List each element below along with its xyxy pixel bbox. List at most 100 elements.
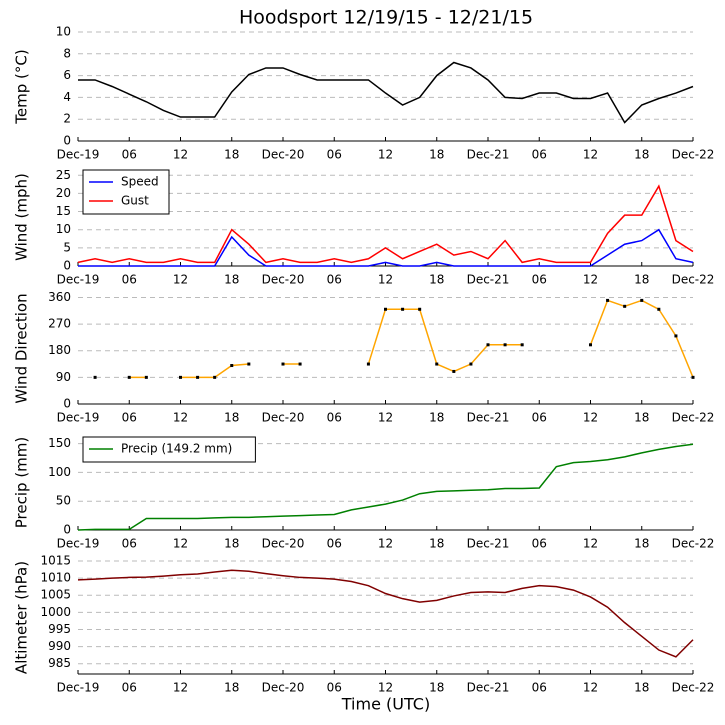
y-axis-label: Precip (mm) <box>13 437 31 528</box>
x-tick-label: 06 <box>532 411 547 425</box>
x-tick-label: 12 <box>583 148 598 162</box>
legend-label: Gust <box>121 194 149 208</box>
x-tick-label: 12 <box>173 411 188 425</box>
x-tick-label: Dec-20 <box>262 273 305 287</box>
x-tick-label: Dec-19 <box>57 411 100 425</box>
data-point <box>230 364 234 368</box>
y-tick-label: 50 <box>56 494 71 508</box>
x-tick-label: 18 <box>224 148 239 162</box>
data-point <box>418 307 422 311</box>
data-point <box>281 362 285 366</box>
y-tick-label: 8 <box>63 46 71 60</box>
x-tick-label: Dec-20 <box>262 411 305 425</box>
y-tick-label: 0 <box>63 397 71 411</box>
y-tick-label: 180 <box>48 343 71 357</box>
y-tick-label: 2 <box>63 112 71 126</box>
x-tick-label: Dec-22 <box>672 273 715 287</box>
y-tick-label: 90 <box>56 370 71 384</box>
data-point <box>196 375 200 379</box>
x-tick-label: Dec-20 <box>262 148 305 162</box>
x-tick-label: 06 <box>327 273 342 287</box>
data-point <box>469 362 473 366</box>
data-point <box>298 362 302 366</box>
data-line <box>77 443 694 531</box>
data-point <box>213 375 217 379</box>
data-point <box>520 343 524 347</box>
y-tick-label: 360 <box>48 290 71 304</box>
y-axis-label: Wind (mph) <box>13 173 31 261</box>
x-tick-label: 06 <box>122 411 137 425</box>
x-tick-label: 18 <box>224 273 239 287</box>
x-tick-label: 12 <box>583 273 598 287</box>
x-tick-label: Dec-19 <box>57 273 100 287</box>
data-point <box>657 307 661 311</box>
x-tick-label: Dec-22 <box>672 411 715 425</box>
y-tick-label: 1015 <box>40 554 71 568</box>
x-tick-label: Dec-22 <box>672 681 715 695</box>
data-point <box>247 362 251 366</box>
x-tick-label: 12 <box>378 537 393 551</box>
x-axis-label: Time (UTC) <box>341 695 430 714</box>
x-tick-label: 12 <box>583 411 598 425</box>
x-tick-label: 06 <box>532 537 547 551</box>
x-tick-label: 18 <box>429 273 444 287</box>
data-point <box>401 307 405 311</box>
x-tick-label: Dec-21 <box>467 148 510 162</box>
data-point <box>366 362 370 366</box>
y-tick-label: 0 <box>63 134 71 148</box>
y-tick-label: 0 <box>63 259 71 273</box>
x-tick-label: 12 <box>583 681 598 695</box>
y-tick-label: 150 <box>48 436 71 450</box>
x-tick-label: 12 <box>378 681 393 695</box>
x-tick-label: 18 <box>224 681 239 695</box>
y-tick-label: 1005 <box>40 588 71 602</box>
chart-title: Hoodsport 12/19/15 - 12/21/15 <box>239 7 533 29</box>
x-tick-label: 12 <box>583 537 598 551</box>
y-tick-label: 25 <box>56 168 71 182</box>
x-tick-label: 06 <box>327 411 342 425</box>
x-tick-label: 18 <box>634 148 649 162</box>
x-tick-label: 06 <box>532 273 547 287</box>
y-tick-label: 995 <box>48 622 71 636</box>
y-axis-label: Wind Direction <box>13 293 31 403</box>
data-point <box>179 375 182 379</box>
y-tick-label: 990 <box>48 639 71 653</box>
data-point <box>486 343 490 347</box>
x-tick-label: Dec-20 <box>262 537 305 551</box>
x-tick-label: 12 <box>173 681 188 695</box>
x-tick-label: 06 <box>122 537 137 551</box>
x-tick-label: 18 <box>429 681 444 695</box>
x-tick-label: 06 <box>327 681 342 695</box>
data-point <box>606 298 610 302</box>
x-tick-label: 18 <box>634 411 649 425</box>
x-tick-label: 12 <box>173 273 188 287</box>
x-tick-label: Dec-19 <box>57 681 100 695</box>
data-point <box>452 369 456 373</box>
y-tick-label: 0 <box>63 523 71 537</box>
y-tick-label: 6 <box>63 68 71 82</box>
x-tick-label: 06 <box>327 537 342 551</box>
x-tick-label: 18 <box>634 537 649 551</box>
y-tick-label: 5 <box>63 240 71 254</box>
x-tick-label: 18 <box>224 411 239 425</box>
y-tick-label: 1000 <box>40 605 71 619</box>
data-point <box>623 304 627 308</box>
x-tick-label: 18 <box>634 273 649 287</box>
x-tick-label: 12 <box>378 273 393 287</box>
x-tick-label: 12 <box>378 411 393 425</box>
y-tick-label: 1010 <box>40 571 71 585</box>
data-line <box>77 184 694 264</box>
x-tick-label: Dec-21 <box>467 411 510 425</box>
y-tick-label: 15 <box>56 204 71 218</box>
x-tick-label: Dec-20 <box>262 681 305 695</box>
y-tick-label: 10 <box>56 222 71 236</box>
y-tick-label: 10 <box>56 25 71 39</box>
y-tick-label: 985 <box>48 656 71 670</box>
data-line <box>77 569 694 658</box>
x-tick-label: 12 <box>173 148 188 162</box>
x-tick-label: 06 <box>532 148 547 162</box>
data-line <box>78 228 694 267</box>
x-tick-label: Dec-22 <box>672 148 715 162</box>
data-line <box>129 299 694 379</box>
